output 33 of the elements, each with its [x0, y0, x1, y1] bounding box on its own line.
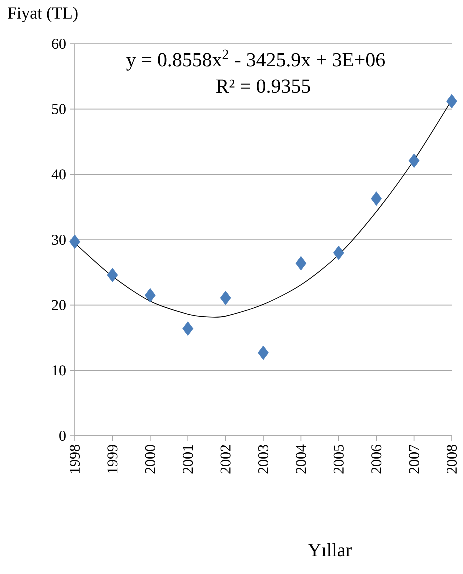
point [182, 322, 194, 336]
y-tick-label: 60 [52, 38, 66, 50]
point [296, 256, 307, 271]
y-tick-label: 50 [52, 104, 66, 114]
point [258, 346, 269, 360]
point [144, 288, 156, 303]
point [333, 246, 344, 260]
y-tick-label: 10 [52, 366, 66, 376]
y-tick-label: 40 [52, 170, 66, 180]
x-tick-label: 2001 [183, 445, 194, 474]
y-tick-label: 0 [60, 430, 66, 442]
x-tick-label: 2008 [446, 445, 458, 474]
point [70, 234, 80, 250]
x-tick-label: 2004 [296, 444, 306, 474]
annotation: R² = 0.9355 [216, 80, 310, 94]
x-tick-label: 1999 [108, 445, 118, 474]
y-tick-label: 20 [52, 300, 66, 310]
point [371, 192, 382, 206]
point [446, 94, 458, 109]
x-tick-label: 2005 [334, 445, 344, 474]
x-tick-label: 2000 [145, 445, 156, 474]
y-axis-title: Fiyat (TL) [8, 7, 78, 22]
point [107, 268, 118, 282]
point [408, 154, 420, 168]
y-tick-label: 30 [52, 234, 66, 246]
point [220, 290, 232, 306]
x-axis-title: Yıllar [308, 543, 352, 557]
x-tick-label: 2002 [220, 445, 231, 474]
x-tick-label: 2003 [258, 445, 269, 474]
annotation: y = 0.8558x$^{2}$ - 3425.9x + 3E+06 [126, 50, 385, 71]
x-tick-label: 2007 [409, 444, 420, 474]
x-tick-label: 2006 [372, 444, 382, 474]
x-tick-label: 1998 [70, 445, 80, 474]
